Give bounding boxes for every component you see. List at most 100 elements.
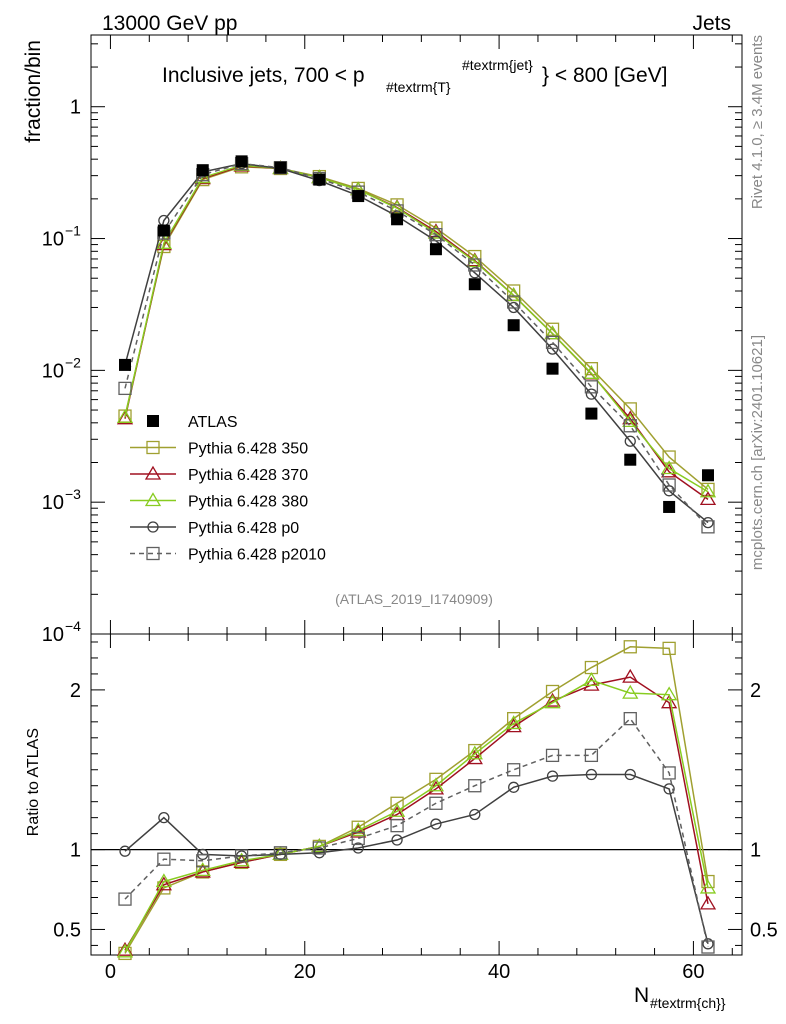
point-atlas [468, 278, 481, 291]
point-atlas [196, 164, 209, 177]
y-tick-exponent: −3 [65, 486, 81, 502]
rivet-version-label: Rivet 4.1.0, ≥ 3.4M events [749, 35, 766, 209]
y-tick-exponent: −4 [65, 618, 81, 634]
ratio-point-p380 [350, 822, 367, 837]
point-atlas [391, 213, 404, 226]
ratio-y-tick-label: 1 [70, 840, 81, 862]
ratio-y-tick-label: 0.5 [53, 919, 81, 941]
legend-marker-atlas [147, 415, 159, 427]
title-subscript: #textrm{T} [386, 79, 451, 95]
point-p2010 [584, 380, 599, 394]
ratio-point-p2010 [157, 852, 171, 866]
ratio-point-p0 [158, 812, 170, 824]
x-tick-label: 0 [105, 961, 116, 983]
main-axis-ticks: 110−110−210−310−4 [42, 35, 742, 646]
ratio-point-p0 [702, 938, 714, 950]
point-atlas [429, 243, 442, 256]
ratio-point-p2010 [118, 892, 132, 906]
y-tick-label: 10 [42, 360, 64, 382]
point-p380 [466, 253, 483, 268]
ratio-point-p0 [546, 770, 559, 782]
ratio-ylabel: Ratio to ATLAS [25, 728, 42, 836]
header-left: 13000 GeV pp [102, 12, 237, 35]
legend-marker-p380 [144, 492, 162, 507]
legend-label-p370: Pythia 6.428 370 [188, 467, 308, 484]
legend: ATLAS Pythia 6.428 350 Pythia 6.428 370 Pyt… [130, 414, 326, 564]
analysis-watermark: (ATLAS_2019_I1740909) [335, 591, 493, 607]
ratio-point-p380 [660, 686, 678, 701]
point-atlas [352, 190, 365, 203]
ratio-point-p380 [699, 879, 717, 894]
point-atlas [663, 500, 676, 513]
ratio-point-p370 [116, 941, 134, 956]
mcplots-label: mcplots.cern.ch [arXiv:2401.10621] [749, 335, 766, 570]
y-tick-label: 1 [70, 97, 81, 119]
point-atlas [624, 453, 637, 466]
ratio-point-p0 [624, 768, 636, 781]
ratio-point-p370 [660, 694, 678, 709]
ratio-point-p0 [585, 768, 598, 781]
series-line-p0 [124, 162, 709, 524]
point-p0 [546, 343, 559, 355]
point-p380 [427, 224, 445, 239]
point-p0 [469, 267, 481, 279]
point-atlas [274, 161, 287, 174]
ratio-point-p370 [583, 676, 600, 691]
point-p2010 [507, 295, 521, 309]
point-p380 [155, 235, 173, 249]
x-tick-label: 20 [294, 961, 316, 983]
main-ylabel: fraction/bin [22, 40, 45, 143]
ratio-point-p380 [311, 838, 328, 853]
ratio-line-p370 [124, 676, 709, 951]
ratio-point-p380 [116, 943, 134, 958]
point-p2010 [468, 258, 482, 272]
point-p350 [701, 482, 715, 497]
ratio-point-p2010 [662, 766, 676, 780]
point-p380 [660, 460, 678, 475]
title-tail: } < 800 [GeV] [542, 64, 668, 87]
point-atlas [235, 155, 248, 168]
ratio-line-p350 [124, 646, 709, 954]
ratio-point-p380 [505, 715, 522, 730]
ratio-point-p2010 [312, 841, 326, 855]
point-p350 [545, 322, 560, 336]
legend-label-p350: Pythia 6.428 350 [188, 441, 308, 458]
ratio-line-p2010 [124, 717, 709, 948]
ratio-point-p370 [622, 668, 639, 683]
ratio-y-tick-label-right: 1 [750, 840, 761, 862]
ratio-point-p350 [468, 743, 482, 758]
header-right: Jets [692, 12, 731, 35]
ratio-point-p2010 [623, 711, 637, 726]
ratio-point-p380 [622, 684, 639, 699]
point-p2010 [545, 335, 560, 350]
series-line-p380 [124, 164, 709, 493]
ratio-point-p380 [427, 777, 445, 792]
ratio-y-tick-label-right: 0.5 [750, 919, 778, 941]
point-p380 [116, 409, 134, 424]
ratio-point-p350 [662, 641, 676, 656]
point-p380 [699, 483, 717, 498]
point-p2010 [623, 419, 637, 433]
ratio-point-p380 [155, 873, 173, 888]
xlabel-subscript: #textrm{ch}} [650, 995, 726, 1011]
main-plot-frame [90, 34, 743, 635]
point-p2010 [662, 478, 676, 492]
ratio-point-p2010 [468, 779, 482, 793]
point-atlas [313, 173, 326, 186]
xlabel-main: N [634, 984, 649, 1007]
ratio-point-p2010 [196, 854, 210, 868]
point-p2010 [701, 520, 715, 534]
ratio-y-tick-label: 2 [70, 680, 81, 702]
ratio-point-p350 [545, 684, 560, 699]
ratio-point-p0 [469, 808, 481, 821]
ratio-point-p380 [194, 862, 211, 877]
ratio-line-p0 [124, 773, 709, 945]
ratio-series [116, 640, 717, 961]
ratio-point-p0 [430, 818, 442, 830]
ratio-point-p2010 [545, 748, 560, 763]
ratio-point-p350 [390, 796, 404, 810]
ratio-point-p370 [350, 823, 367, 838]
ratio-point-p380 [583, 672, 600, 686]
point-p380 [505, 287, 522, 302]
